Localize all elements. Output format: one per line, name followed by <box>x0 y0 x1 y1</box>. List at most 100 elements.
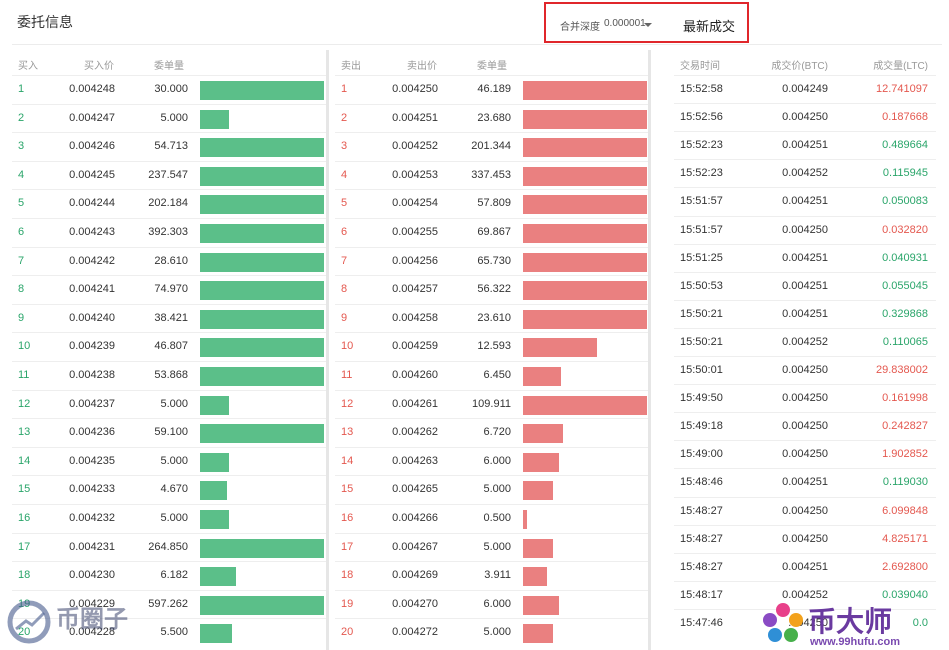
trade-quantity: 0.110065 <box>882 335 928 348</box>
row-index: 1 <box>341 83 348 95</box>
buy-order-row[interactable]: 1 0.004248 30.000 <box>12 75 327 104</box>
sell-order-row[interactable]: 5 0.004254 57.809 <box>335 189 650 218</box>
latest-trades-panel: 交易时间 成交价(BTC) 成交量(LTC) 15:52:58 0.004249 1… <box>674 50 936 650</box>
sell-order-row[interactable]: 4 0.004253 337.453 <box>335 160 650 190</box>
row-index: 16 <box>18 512 31 524</box>
buy-order-row[interactable]: 2 0.004247 5.000 <box>12 103 327 133</box>
sell-order-row[interactable]: 3 0.004252 201.344 <box>335 132 650 161</box>
sell-order-row[interactable]: 20 0.004272 5.000 <box>335 618 650 647</box>
order-price: 0.004258 <box>392 311 438 324</box>
order-quantity: 237.547 <box>148 168 188 181</box>
trade-row: 15:52:58 0.004249 12.741097 <box>674 75 936 104</box>
sell-order-row[interactable]: 18 0.004269 3.911 <box>335 561 650 590</box>
buy-order-row[interactable]: 5 0.004244 202.184 <box>12 189 327 218</box>
row-index: 12 <box>18 397 31 410</box>
buy-order-row[interactable]: 3 0.004246 54.713 <box>12 132 327 161</box>
order-price: 0.004261 <box>392 397 438 410</box>
buy-order-row[interactable]: 8 0.004241 74.970 <box>12 275 327 304</box>
trade-quantity: 0.039040 <box>882 588 928 601</box>
buy-order-row[interactable]: 7 0.004242 28.610 <box>12 246 327 276</box>
trade-row: 15:51:57 0.004250 0.032820 <box>674 215 936 245</box>
order-price: 0.004263 <box>392 454 438 467</box>
order-quantity: 5.000 <box>160 111 188 124</box>
row-index: 17 <box>18 540 31 553</box>
sell-price-header: 卖出价 <box>407 61 437 72</box>
order-price: 0.004241 <box>69 283 115 296</box>
buy-order-row[interactable]: 19 0.004229 597.262 <box>12 589 327 619</box>
buy-order-row[interactable]: 10 0.004239 46.807 <box>12 332 327 361</box>
sell-order-row[interactable]: 9 0.004258 23.610 <box>335 303 650 333</box>
buy-order-row[interactable]: 12 0.004237 5.000 <box>12 389 327 419</box>
chevron-down-icon[interactable] <box>644 23 652 27</box>
depth-select[interactable]: 0.000001 <box>604 18 646 29</box>
watermark-url: www.99hufu.com <box>810 636 901 648</box>
trade-time: 15:50:21 <box>680 307 723 320</box>
trade-price: 0.004252 <box>782 167 828 180</box>
buy-order-row[interactable]: 4 0.004245 237.547 <box>12 160 327 190</box>
sell-order-row[interactable]: 1 0.004250 46.189 <box>335 75 650 104</box>
trade-quantity: 1.902852 <box>882 448 928 461</box>
buy-order-row[interactable]: 9 0.004240 38.421 <box>12 303 327 333</box>
buy-order-row[interactable]: 17 0.004231 264.850 <box>12 532 327 562</box>
order-price: 0.004259 <box>392 340 438 353</box>
trade-price: 0.004250 <box>782 364 828 376</box>
trade-quantity: 0.055045 <box>882 279 928 292</box>
depth-bar <box>200 595 324 615</box>
trade-row: 15:52:56 0.004250 0.187668 <box>674 103 936 132</box>
sell-orders-panel: 卖出 卖出价 委单量 1 0.004250 46.189 2 0.004251 23.68… <box>335 50 650 650</box>
sell-order-row[interactable]: 10 0.004259 12.593 <box>335 332 650 361</box>
order-price: 0.004245 <box>69 168 115 181</box>
order-price: 0.004246 <box>69 140 115 153</box>
row-index: 7 <box>18 254 25 267</box>
order-price: 0.004242 <box>69 254 115 267</box>
buy-order-row[interactable]: 15 0.004233 4.670 <box>12 475 327 504</box>
sell-order-row[interactable]: 6 0.004255 69.867 <box>335 218 650 247</box>
trade-time: 15:48:27 <box>680 560 723 573</box>
order-quantity: 23.680 <box>477 111 511 124</box>
buy-order-row[interactable]: 11 0.004238 53.868 <box>12 361 327 390</box>
buy-order-row[interactable]: 18 0.004230 6.182 <box>12 561 327 590</box>
order-quantity: 53.868 <box>154 369 188 381</box>
sell-order-row[interactable]: 7 0.004256 65.730 <box>335 246 650 276</box>
depth-bar <box>200 309 324 329</box>
trade-price: 0.004252 <box>782 588 828 601</box>
buy-order-row[interactable]: 20 0.004228 5.500 <box>12 618 327 647</box>
depth-bar <box>523 281 647 301</box>
buy-orders-panel: 买入 买入价 委单量 1 0.004248 30.000 2 0.004247 5.000… <box>12 50 327 650</box>
trade-time: 15:49:00 <box>680 448 723 461</box>
trade-price: 0.004251 <box>782 476 828 489</box>
trade-price: 0.004249 <box>782 83 828 95</box>
row-index: 1 <box>18 83 25 95</box>
sell-order-row[interactable]: 16 0.004266 0.500 <box>335 504 650 533</box>
order-price: 0.004256 <box>392 254 438 267</box>
sell-order-row[interactable]: 17 0.004267 5.000 <box>335 532 650 562</box>
sell-order-row[interactable]: 13 0.004262 6.720 <box>335 418 650 447</box>
sell-order-row[interactable]: 19 0.004270 6.000 <box>335 589 650 619</box>
sell-order-row[interactable]: 14 0.004263 6.000 <box>335 446 650 476</box>
trade-row: 15:50:21 0.004252 0.110065 <box>674 327 936 357</box>
sell-order-row[interactable]: 8 0.004257 56.322 <box>335 275 650 304</box>
row-index: 9 <box>18 311 25 324</box>
order-quantity: 65.730 <box>477 254 511 267</box>
buy-order-row[interactable]: 16 0.004232 5.000 <box>12 504 327 533</box>
sell-order-row[interactable]: 15 0.004265 5.000 <box>335 475 650 504</box>
buy-order-row[interactable]: 6 0.004243 392.303 <box>12 218 327 247</box>
buy-order-row[interactable]: 14 0.004235 5.000 <box>12 446 327 476</box>
trade-quantity: 0.032820 <box>882 223 928 236</box>
depth-bar <box>200 338 324 358</box>
latest-trades-tab[interactable]: 最新成交 <box>683 19 736 34</box>
sell-order-row[interactable]: 2 0.004251 23.680 <box>335 103 650 133</box>
order-price: 0.004228 <box>69 626 115 639</box>
order-price: 0.004254 <box>392 197 438 210</box>
buy-order-row[interactable]: 13 0.004236 59.100 <box>12 418 327 447</box>
depth-bar <box>200 252 324 272</box>
sell-order-row[interactable]: 11 0.004260 6.450 <box>335 361 650 390</box>
order-price: 0.004233 <box>69 483 115 496</box>
order-quantity: 12.593 <box>477 340 511 353</box>
sell-order-row[interactable]: 12 0.004261 109.911 <box>335 389 650 419</box>
trade-quantity: 0.242827 <box>882 420 928 433</box>
trade-row: 15:50:53 0.004251 0.055045 <box>674 271 936 301</box>
flower-icon <box>763 603 803 642</box>
order-quantity: 57.809 <box>477 197 511 210</box>
depth-bar <box>523 81 647 100</box>
